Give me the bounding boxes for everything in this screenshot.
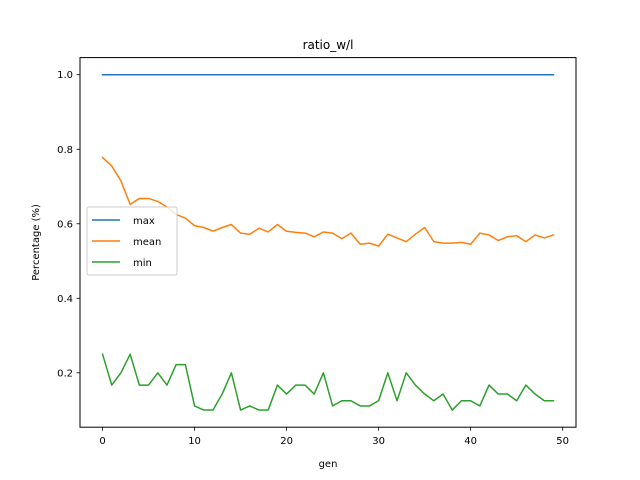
x-axis-ticks: 0 10 20 30 40 50 bbox=[99, 427, 569, 447]
x-tick-label: 40 bbox=[464, 436, 477, 447]
x-tick-label: 20 bbox=[280, 436, 293, 447]
series-line-mean bbox=[101, 156, 555, 247]
legend: max mean min bbox=[86, 206, 178, 276]
y-tick-label: 1.0 bbox=[57, 70, 73, 81]
y-tick-label: 0.2 bbox=[57, 368, 73, 379]
legend-label-min: min bbox=[133, 258, 152, 269]
x-tick-label: 50 bbox=[556, 436, 569, 447]
y-tick-label: 0.6 bbox=[57, 219, 73, 230]
chart-title: ratio_w/l bbox=[303, 38, 354, 52]
y-tick-label: 0.4 bbox=[57, 294, 73, 305]
x-tick-label: 0 bbox=[99, 436, 105, 447]
x-tick-label: 30 bbox=[372, 436, 385, 447]
legend-label-max: max bbox=[133, 216, 155, 227]
legend-label-mean: mean bbox=[133, 237, 161, 248]
y-axis-ticks: 0.2 0.4 0.6 0.8 1.0 bbox=[57, 70, 80, 379]
series-line-min bbox=[101, 353, 555, 411]
x-axis-label: gen bbox=[319, 459, 338, 470]
x-tick-label: 10 bbox=[188, 436, 201, 447]
plot-frame bbox=[79, 57, 577, 428]
y-axis-label: Percentage (%) bbox=[31, 204, 42, 281]
series-layer bbox=[101, 73, 555, 411]
y-tick-label: 0.8 bbox=[57, 145, 73, 156]
legend-box bbox=[86, 206, 178, 276]
